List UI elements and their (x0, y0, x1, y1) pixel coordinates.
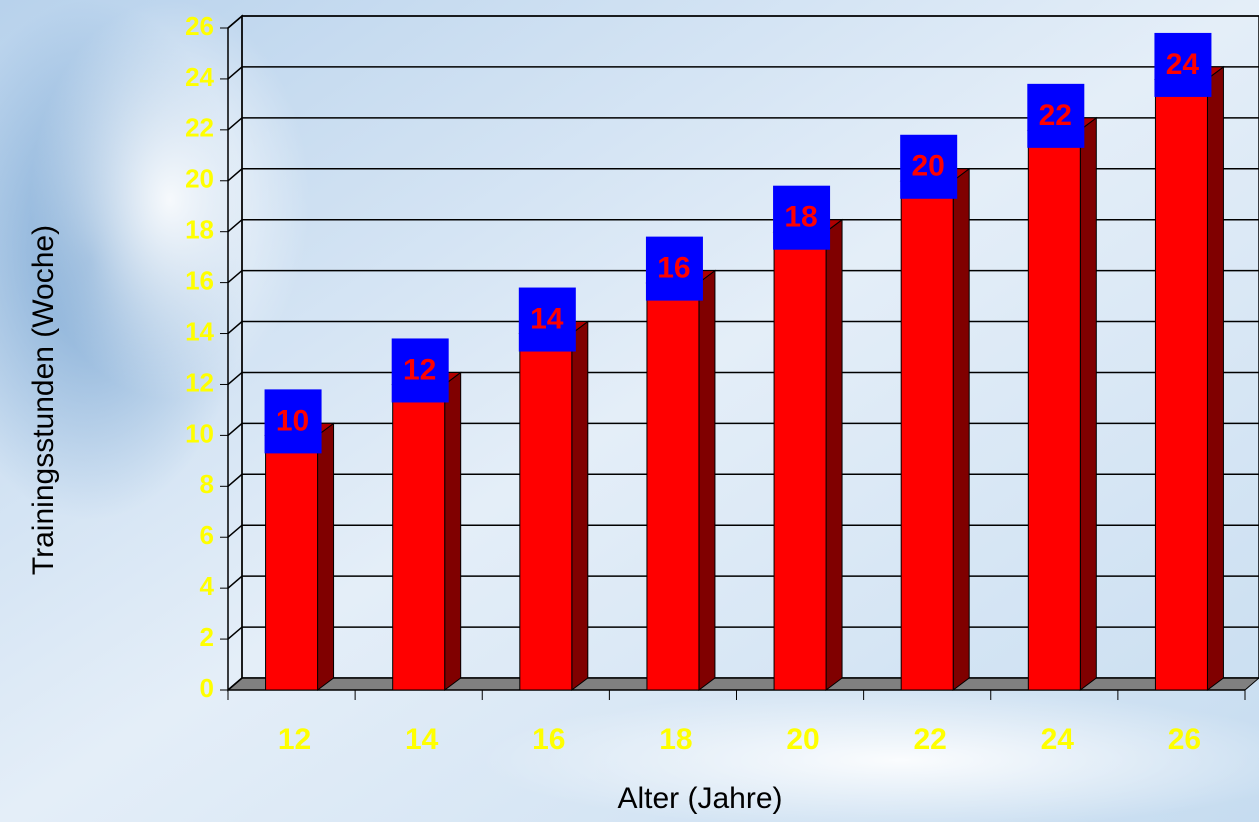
data-label: 14 (530, 302, 564, 335)
y-tick-label: 0 (200, 673, 214, 703)
bar-side (1207, 67, 1223, 690)
data-label: 16 (657, 252, 690, 285)
bar-side (445, 372, 461, 690)
x-axis-title: Alter (Jahre) (617, 782, 782, 815)
y-tick-label: 8 (200, 469, 214, 499)
x-tick-label: 14 (405, 723, 439, 756)
y-tick-label: 24 (185, 62, 214, 92)
y-tick-label: 6 (200, 520, 214, 550)
x-tick-label: 16 (532, 723, 565, 756)
data-label: 12 (403, 353, 436, 386)
bar-side (826, 220, 842, 690)
bar-side (699, 271, 715, 690)
data-label: 10 (276, 404, 309, 437)
bar-side (572, 322, 588, 690)
x-tick-label: 24 (1041, 723, 1075, 756)
bar (901, 181, 953, 690)
y-tick-label: 4 (200, 571, 215, 601)
data-label: 18 (784, 201, 817, 234)
bar (647, 283, 699, 690)
chart: Trainingsstunden (Woche) Alter (Jahre) 0… (0, 0, 1259, 822)
y-tick-label: 10 (185, 418, 214, 448)
bar (774, 232, 826, 690)
y-axis-title: Trainingsstunden (Woche) (27, 225, 60, 575)
bar (393, 384, 445, 690)
x-tick-label: 22 (914, 723, 947, 756)
bar (266, 435, 318, 690)
data-label: 20 (912, 150, 945, 183)
y-tick-label: 20 (185, 164, 214, 194)
bar (520, 334, 572, 690)
bar-side (1080, 118, 1096, 690)
background-decor (30, 0, 310, 400)
y-tick-label: 22 (185, 113, 214, 143)
x-tick-label: 20 (786, 723, 819, 756)
y-tick-label: 26 (185, 11, 214, 41)
y-tick-label: 18 (185, 215, 214, 245)
bar-side (953, 169, 969, 690)
y-tick-label: 12 (185, 367, 214, 397)
y-tick-label: 16 (185, 265, 214, 295)
bar-side (318, 423, 334, 690)
bar (1028, 130, 1080, 690)
bar (1155, 79, 1207, 690)
x-tick-label: 18 (659, 723, 692, 756)
data-label: 24 (1166, 48, 1200, 81)
x-tick-label: 12 (278, 723, 311, 756)
y-tick-label: 14 (185, 316, 214, 346)
data-label: 22 (1039, 99, 1072, 132)
y-tick-label: 2 (200, 622, 214, 652)
x-tick-label: 26 (1168, 723, 1201, 756)
floor (228, 678, 1259, 690)
